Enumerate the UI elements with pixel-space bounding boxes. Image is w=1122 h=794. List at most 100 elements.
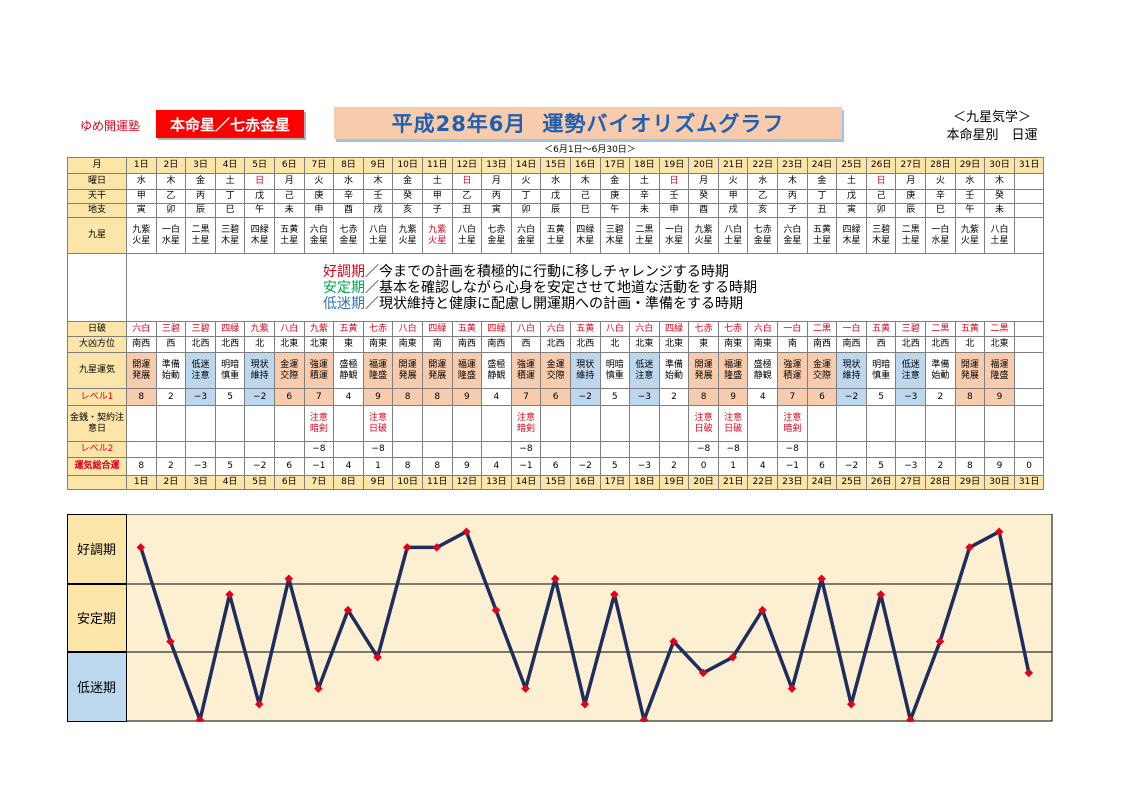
direction-cell: 東 <box>688 336 719 353</box>
stem-cell: 戊 <box>836 189 867 204</box>
total-cell: 1 <box>717 457 749 476</box>
total-cell: −3 <box>629 457 660 476</box>
fortune-text-1: 金運 <box>280 359 299 370</box>
star-cell: 六白 金星 <box>303 217 335 254</box>
level1-cell: −3 <box>629 388 660 406</box>
level2-cell <box>185 441 216 458</box>
star-cell: 四緑 木星 <box>836 217 867 254</box>
stem-cell: 庚 <box>599 189 631 204</box>
day-bottom-cell: 2日 <box>155 475 187 490</box>
star-text-1: 六白 <box>309 224 328 235</box>
direction-cell: 南西 <box>836 336 867 353</box>
direction-cell: 南東 <box>392 336 423 353</box>
star-cell: 二黒 土星 <box>629 217 660 254</box>
fortune-text-1: 低迷 <box>635 359 654 370</box>
fortune-text-2: 隆盛 <box>369 370 388 381</box>
page-title-main: 運勢バイオリズムグラフ <box>542 112 785 136</box>
money-cell: 注意 日破 <box>717 405 749 442</box>
day-bottom-cell: 17日 <box>599 475 631 490</box>
star-cell: 一白 水星 <box>658 217 690 254</box>
day-bottom-cell: 8日 <box>333 475 364 490</box>
fortune-cell: 開運 発展 <box>954 352 986 389</box>
fortune-cell: 金運 交際 <box>273 352 305 389</box>
page-title: 平成28年6月 運勢バイオリズムグラフ <box>334 107 842 139</box>
total-cell: 6 <box>540 457 571 476</box>
nichiha-cell: 九紫 <box>303 321 335 337</box>
fortune-cell: 準備 始動 <box>925 352 956 389</box>
fortune-text-1: 現状 <box>250 359 269 370</box>
day-bottom-cell: 7日 <box>303 475 335 490</box>
fortune-text-2: 静観 <box>487 370 506 381</box>
star-cell: 三碧 木星 <box>214 217 246 254</box>
total-cell: 1 <box>362 457 394 476</box>
weekday-cell: 木 <box>569 173 601 190</box>
fortune-cell: 強運 積運 <box>777 352 808 389</box>
fortune-text-1: 盛極 <box>487 359 506 370</box>
nichiha-cell: 九紫 <box>244 321 275 337</box>
direction-cell: 南西 <box>806 336 838 353</box>
direction-cell: 北東 <box>629 336 660 353</box>
level2-cell <box>984 441 1015 458</box>
star-text-2: 火星 <box>398 235 417 246</box>
nichiha-cell: 六白 <box>629 321 660 337</box>
total-cell: −2 <box>244 457 275 476</box>
day-cell: 18日 <box>629 157 660 174</box>
weekday-cell: 水 <box>747 173 779 190</box>
legend-text-low: ／現状維持と健康に配慮し開運期への計画・準備をする時期 <box>365 295 743 312</box>
money-text-1: 注意 <box>309 412 328 423</box>
legend-label-cell <box>67 253 127 322</box>
level1-cell: 9 <box>984 388 1015 406</box>
weekday-cell: 土 <box>214 173 246 190</box>
money-text-1: 注意 <box>694 412 713 423</box>
row-label-nichiha: 日破 <box>67 321 127 337</box>
weekday-cell: 金 <box>185 173 216 190</box>
day-bottom-cell: 12日 <box>451 475 483 490</box>
level1-cell: 2 <box>155 388 187 406</box>
weekday-cell: 月 <box>895 173 927 190</box>
day-bottom-cell: 22日 <box>747 475 779 490</box>
band-label: 好調期 <box>77 543 116 558</box>
date-range: ＜6月1日～6月30日＞ <box>544 145 636 155</box>
level1-cell: 4 <box>481 388 512 406</box>
total-cell: 9 <box>451 457 483 476</box>
level1-cell: −3 <box>185 388 216 406</box>
direction-cell: 西 <box>155 336 187 353</box>
star-text-1: 一白 <box>931 224 950 235</box>
nichiha-cell: 五黄 <box>954 321 986 337</box>
fortune-text-2: 発展 <box>960 370 979 381</box>
level1-cell: −2 <box>244 388 275 406</box>
level2-cell <box>333 441 364 458</box>
direction-cell: 南 <box>777 336 808 353</box>
fortune-cell: 福運 隆盛 <box>362 352 394 389</box>
fortune-text-1: 強運 <box>783 359 802 370</box>
star-text-1: 九紫 <box>960 224 979 235</box>
star-cell: 四緑 木星 <box>244 217 275 254</box>
level1-cell: 7 <box>510 388 542 406</box>
branch-cell: 寅 <box>481 203 512 218</box>
day-cell: 27日 <box>895 157 927 174</box>
star-cell: 八白 土星 <box>984 217 1015 254</box>
star-text-1: 八白 <box>457 224 476 235</box>
fortune-text-1: 明暗 <box>605 359 624 370</box>
day-bottom-cell: 19日 <box>658 475 690 490</box>
star-text-1: 一白 <box>161 224 180 235</box>
branch-cell: 申 <box>303 203 335 218</box>
day-cell: 11日 <box>421 157 453 174</box>
stem-cell: 癸 <box>392 189 423 204</box>
fortune-text-1: 開運 <box>132 359 151 370</box>
branch-cell: 丑 <box>451 203 483 218</box>
money-text-1: 注意 <box>369 412 388 423</box>
star-text-2: 土星 <box>990 235 1009 246</box>
money-cell <box>984 405 1015 442</box>
fortune-text-2: 交際 <box>812 370 831 381</box>
level2-cell <box>925 441 956 458</box>
row-label-weekday: 曜日 <box>67 173 127 190</box>
star-text-1: 三碧 <box>605 224 624 235</box>
weekday-cell: 火 <box>717 173 749 190</box>
day-bottom-cell: 16日 <box>569 475 601 490</box>
money-cell <box>185 405 216 442</box>
level1-cell: 5 <box>214 388 246 406</box>
weekday-cell: 日 <box>451 173 483 190</box>
total-cell: 0 <box>1013 457 1045 476</box>
data-point <box>521 684 530 693</box>
